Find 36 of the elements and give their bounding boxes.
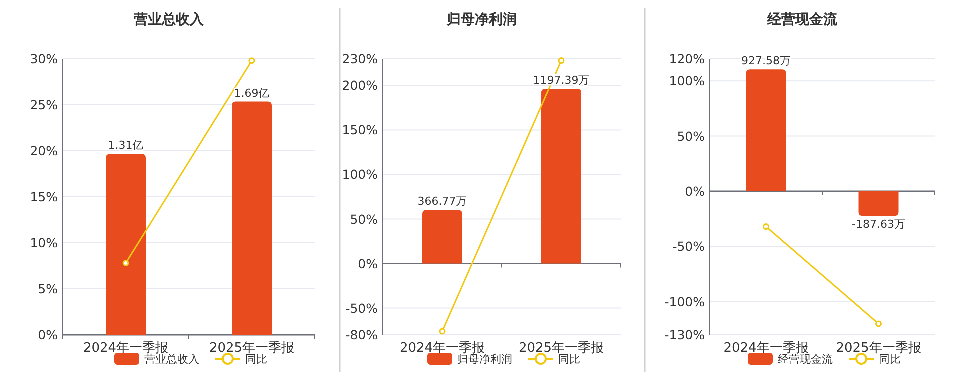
y-tick-label: 150%: [342, 122, 378, 138]
data-label: -187.63万: [852, 218, 906, 232]
y-tick-label: 100%: [669, 74, 706, 89]
y-tick-label: 50%: [350, 212, 378, 227]
y-tick-label: 30%: [30, 52, 58, 66]
y-tick-label: 0%: [685, 184, 706, 199]
legend-label: 同比: [879, 353, 901, 366]
y-tick-label: 0%: [358, 256, 378, 272]
y-tick-label: 120%: [669, 52, 706, 66]
legend-label: 同比: [246, 353, 268, 366]
data-label: 1.31亿: [108, 139, 144, 152]
y-tick-label: -130%: [664, 328, 706, 342]
y-tick-label: 0%: [38, 328, 58, 342]
y-tick-label: -100%: [664, 294, 706, 310]
y-tick-label: 100%: [342, 167, 378, 182]
y-tick-label: 15%: [30, 190, 58, 204]
y-tick-label: -80%: [346, 328, 378, 342]
y-tick-label: 200%: [342, 78, 378, 94]
y-tick-label: 20%: [30, 144, 58, 158]
y-tick-label: -50%: [346, 300, 378, 316]
data-label: 366.77万: [418, 195, 468, 208]
y-tick-label: 10%: [30, 236, 58, 250]
y-tick-label: -50%: [672, 239, 706, 254]
legend-label: 归母净利润: [458, 353, 512, 366]
data-label: 927.58万: [742, 54, 791, 68]
chart-title: 经营现金流: [766, 11, 838, 28]
chart-title: 归母净利润: [446, 11, 517, 28]
legend-label: 同比: [558, 353, 580, 366]
legend-label: 经营现金流: [778, 353, 833, 366]
chart-title: 营业总收入: [133, 12, 205, 28]
data-label: 1.69亿: [234, 86, 270, 100]
y-tick-label: 230%: [342, 52, 378, 66]
y-tick-label: 25%: [30, 98, 58, 112]
y-tick-label: 5%: [38, 282, 58, 296]
legend-label: 营业总收入: [144, 353, 200, 366]
y-tick-label: 50%: [677, 128, 706, 144]
